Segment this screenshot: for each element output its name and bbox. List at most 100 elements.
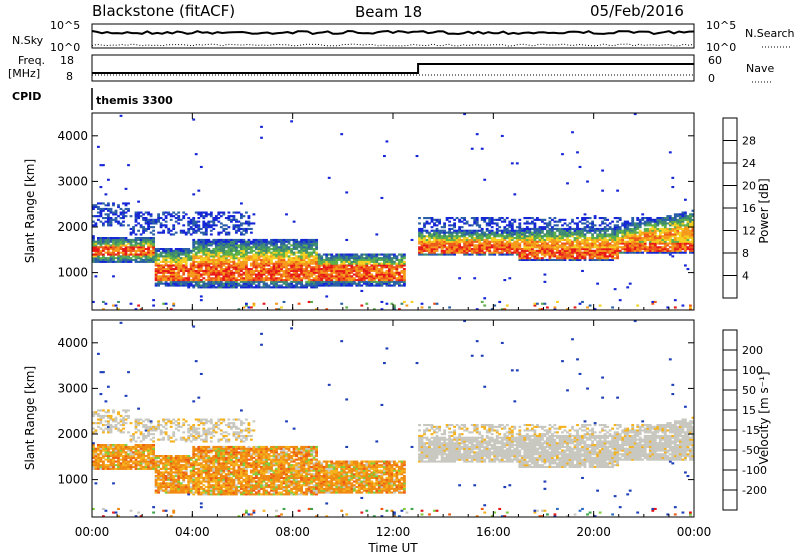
- power-cell: [327, 282, 331, 285]
- power-cell: [235, 244, 238, 247]
- power-cell: [606, 218, 610, 221]
- velocity-cell: [94, 411, 98, 414]
- power-cell: [290, 275, 294, 278]
- power-cell: [260, 271, 263, 274]
- power-cell: [310, 246, 314, 249]
- power-cell: [390, 253, 394, 256]
- power-cell: [97, 206, 100, 209]
- power-cell: [638, 246, 642, 249]
- power-cell: [365, 253, 369, 256]
- power-cell: [255, 264, 258, 267]
- power-cell: [179, 264, 183, 267]
- power-cell: [468, 253, 472, 256]
- power-cell: [483, 217, 487, 220]
- power-cell: [330, 275, 334, 278]
- power-cell: [287, 257, 291, 260]
- power-cell: [159, 264, 163, 267]
- power-cell: [265, 251, 268, 254]
- power-cell: [541, 226, 544, 229]
- power-cell: [182, 273, 186, 276]
- power-cell: [531, 220, 534, 223]
- power-cell: [277, 284, 281, 287]
- power-cell: [132, 229, 135, 232]
- cpid-label: CPID: [12, 90, 41, 103]
- power-cell: [187, 231, 191, 234]
- power-cell: [656, 238, 660, 242]
- power-cell: [616, 238, 620, 242]
- power-cell: [282, 246, 286, 249]
- power-cell: [287, 248, 291, 251]
- power-cell: [287, 279, 291, 282]
- power-cell: [312, 273, 316, 276]
- power-cell: [109, 237, 113, 240]
- power-cell: [393, 253, 396, 256]
- velocity-cell: [104, 424, 108, 427]
- power-cell: [340, 133, 344, 136]
- power-cell: [460, 238, 464, 242]
- power-cell: [134, 258, 138, 262]
- power-cell: [312, 251, 316, 254]
- power-cell: [367, 284, 371, 287]
- power-cell: [194, 271, 198, 274]
- power-cell: [240, 213, 243, 216]
- power-cell: [109, 207, 113, 211]
- power-cell: [277, 277, 281, 280]
- power-cell: [149, 246, 153, 249]
- power-cell: [292, 266, 296, 269]
- power-cell: [297, 282, 301, 285]
- power-cell: [230, 257, 233, 260]
- power-cell: [312, 266, 316, 269]
- velocity-cell: [104, 458, 108, 461]
- power-cell: [378, 268, 381, 271]
- power-cell: [673, 238, 677, 242]
- power-cell: [157, 282, 161, 285]
- power-cell: [561, 246, 564, 249]
- power-cell: [250, 262, 253, 265]
- power-cell: [541, 246, 544, 249]
- power-cell: [247, 248, 251, 251]
- power-cell: [302, 273, 306, 276]
- power-cell: [212, 273, 216, 276]
- power-cell: [568, 253, 572, 256]
- power-cell: [224, 231, 228, 234]
- power-cell: [92, 249, 95, 252]
- power-cell: [568, 246, 572, 249]
- power-cell: [222, 213, 226, 216]
- power-cell: [335, 266, 339, 269]
- power-cell: [129, 215, 133, 218]
- power-cell: [490, 226, 494, 229]
- power-cell: [310, 280, 314, 283]
- power-cell: [182, 279, 186, 282]
- power-cell: [240, 233, 243, 236]
- power-cell: [235, 268, 238, 271]
- power-cell: [558, 246, 562, 249]
- power-cell: [275, 268, 278, 271]
- power-cell: [272, 253, 276, 256]
- power-cell: [305, 260, 309, 263]
- power-cell: [255, 242, 258, 245]
- power-cell: [282, 300, 286, 304]
- power-cell: [235, 271, 238, 274]
- power-cell: [207, 238, 211, 242]
- power-cell: [651, 238, 655, 242]
- power-cell: [337, 264, 341, 267]
- power-cell: [643, 238, 647, 242]
- power-cell: [122, 258, 125, 262]
- nsky-frame: [91, 23, 695, 49]
- power-cell: [601, 227, 605, 231]
- power-cell: [149, 226, 153, 229]
- power-cell: [297, 269, 301, 273]
- power-cell: [222, 227, 226, 231]
- power-cell: [102, 257, 105, 260]
- power-cell: [460, 229, 464, 232]
- power-cell: [172, 304, 176, 307]
- power-cell: [124, 237, 128, 240]
- power-cell: [563, 242, 567, 245]
- power-cell: [94, 257, 98, 260]
- power-cell: [207, 280, 211, 283]
- power-cell: [400, 253, 404, 256]
- power-cell: [242, 222, 246, 225]
- power-cell: [623, 240, 627, 243]
- power-cell: [267, 269, 271, 273]
- power-cell: [523, 246, 527, 249]
